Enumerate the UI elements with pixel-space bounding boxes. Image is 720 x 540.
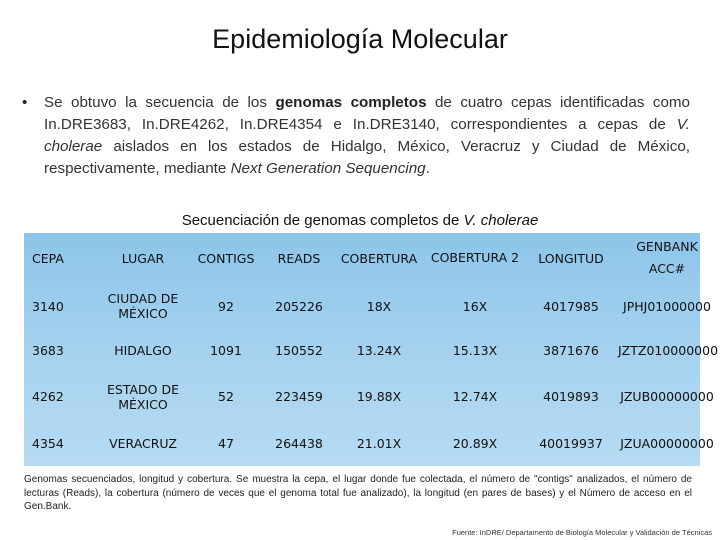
cell-reads: 223459: [275, 389, 323, 405]
cell-genbank: JZUA00000000: [620, 436, 714, 452]
cell-cobertura: 21.01X: [356, 436, 402, 452]
table-caption-species: V. cholerae: [463, 212, 539, 229]
cell-lugar: HIDALGO: [114, 342, 172, 358]
cell-lugar: VERACRUZ: [109, 436, 177, 452]
genome-table-container: CEPA LUGAR CONTIGS READS COBERTURA COBER…: [24, 233, 718, 466]
cell-longitud: 40019937: [539, 436, 603, 452]
bullet-marker: •: [22, 94, 28, 111]
cell-reads: 264438: [275, 436, 323, 452]
cell-cobertura: 19.88X: [356, 389, 402, 405]
header-contigs: CONTIGS: [197, 250, 255, 266]
cell-genbank: JZTZ010000000: [618, 342, 719, 358]
table-row: 3140 CIUDAD DE MÉXICO 92 205226 18X 16X …: [24, 283, 718, 329]
cell-contigs: 1091: [210, 342, 242, 358]
cell-cepa: 4262: [32, 389, 64, 405]
header-cobertura: COBERTURA: [340, 250, 418, 266]
cell-longitud: 4017985: [543, 298, 599, 314]
bullet-bold-phrase: genomas completos: [275, 94, 427, 111]
cell-cobertura-2: 15.13X: [452, 342, 498, 358]
cell-cobertura: 13.24X: [356, 342, 402, 358]
cell-cepa: 4354: [32, 436, 64, 452]
cell-longitud: 3871676: [543, 342, 599, 358]
source-credit: Fuente: InDRE/ Departamento de Biología …: [452, 528, 712, 537]
genome-table: CEPA LUGAR CONTIGS READS COBERTURA COBER…: [24, 233, 718, 466]
cell-longitud: 4019893: [543, 389, 599, 405]
cell-genbank: JPHJ01000000: [623, 298, 711, 314]
cell-cobertura-2: 12.74X: [452, 389, 498, 405]
bullet-species-name: V. cholerae: [44, 116, 690, 155]
table-row: 4354 VERACRUZ 47 264438 21.01X 20.89X 40…: [24, 422, 718, 466]
bullet-text: Se obtuvo la secuencia de los genomas co…: [44, 92, 690, 180]
cell-reads: 205226: [275, 298, 323, 314]
bullet-text-part-3: aislados en los estados de Hidalgo, Méxi…: [44, 138, 690, 177]
table-caption: Secuenciación de genomas completos de V.…: [0, 212, 720, 229]
page-title: Epidemiología Molecular: [212, 24, 508, 54]
header-genbank: GENBANK ACC#: [636, 239, 698, 276]
header-cepa: CEPA: [32, 250, 64, 266]
cell-cepa: 3683: [32, 342, 64, 358]
cell-contigs: 47: [218, 436, 234, 452]
cell-cobertura-2: 16X: [462, 298, 488, 314]
table-notes: Genomas secuenciados, longitud y cobertu…: [24, 474, 692, 512]
bullet-text-part-2: de cuatro cepas identificadas como In.DR…: [44, 94, 691, 133]
bullet-text-part-4: .: [425, 160, 430, 177]
bullet-text-part-1: Se obtuvo la secuencia de los: [44, 94, 276, 111]
header-lugar: LUGAR: [121, 250, 165, 266]
cell-contigs: 52: [218, 389, 234, 405]
cell-cobertura-2: 20.89X: [452, 436, 498, 452]
bullet-method-name: Next Generation Sequencing: [230, 160, 426, 177]
table-row: 3683 HIDALGO 1091 150552 13.24X 15.13X 3…: [24, 329, 718, 371]
cell-cobertura: 18X: [366, 298, 392, 314]
cell-contigs: 92: [218, 298, 234, 314]
cell-lugar: CIUDAD DE MÉXICO: [107, 291, 179, 322]
header-reads: READS: [277, 250, 321, 266]
cell-cepa: 3140: [32, 298, 64, 314]
cell-reads: 150552: [275, 342, 323, 358]
bullet-paragraph: • Se obtuvo la secuencia de los genomas …: [22, 92, 692, 180]
cell-lugar: ESTADO DE MÉXICO: [106, 381, 179, 412]
table-caption-prefix: Secuenciación de genomas completos de: [181, 212, 464, 229]
header-cobertura-2: COBERTURA 2: [430, 250, 520, 265]
table-row: 4262 ESTADO DE MÉXICO 52 223459 19.88X 1…: [24, 371, 718, 421]
header-longitud: LONGITUD: [538, 250, 604, 266]
cell-genbank: JZUB00000000: [620, 389, 714, 405]
table-header-row: CEPA LUGAR CONTIGS READS COBERTURA COBER…: [24, 233, 718, 283]
